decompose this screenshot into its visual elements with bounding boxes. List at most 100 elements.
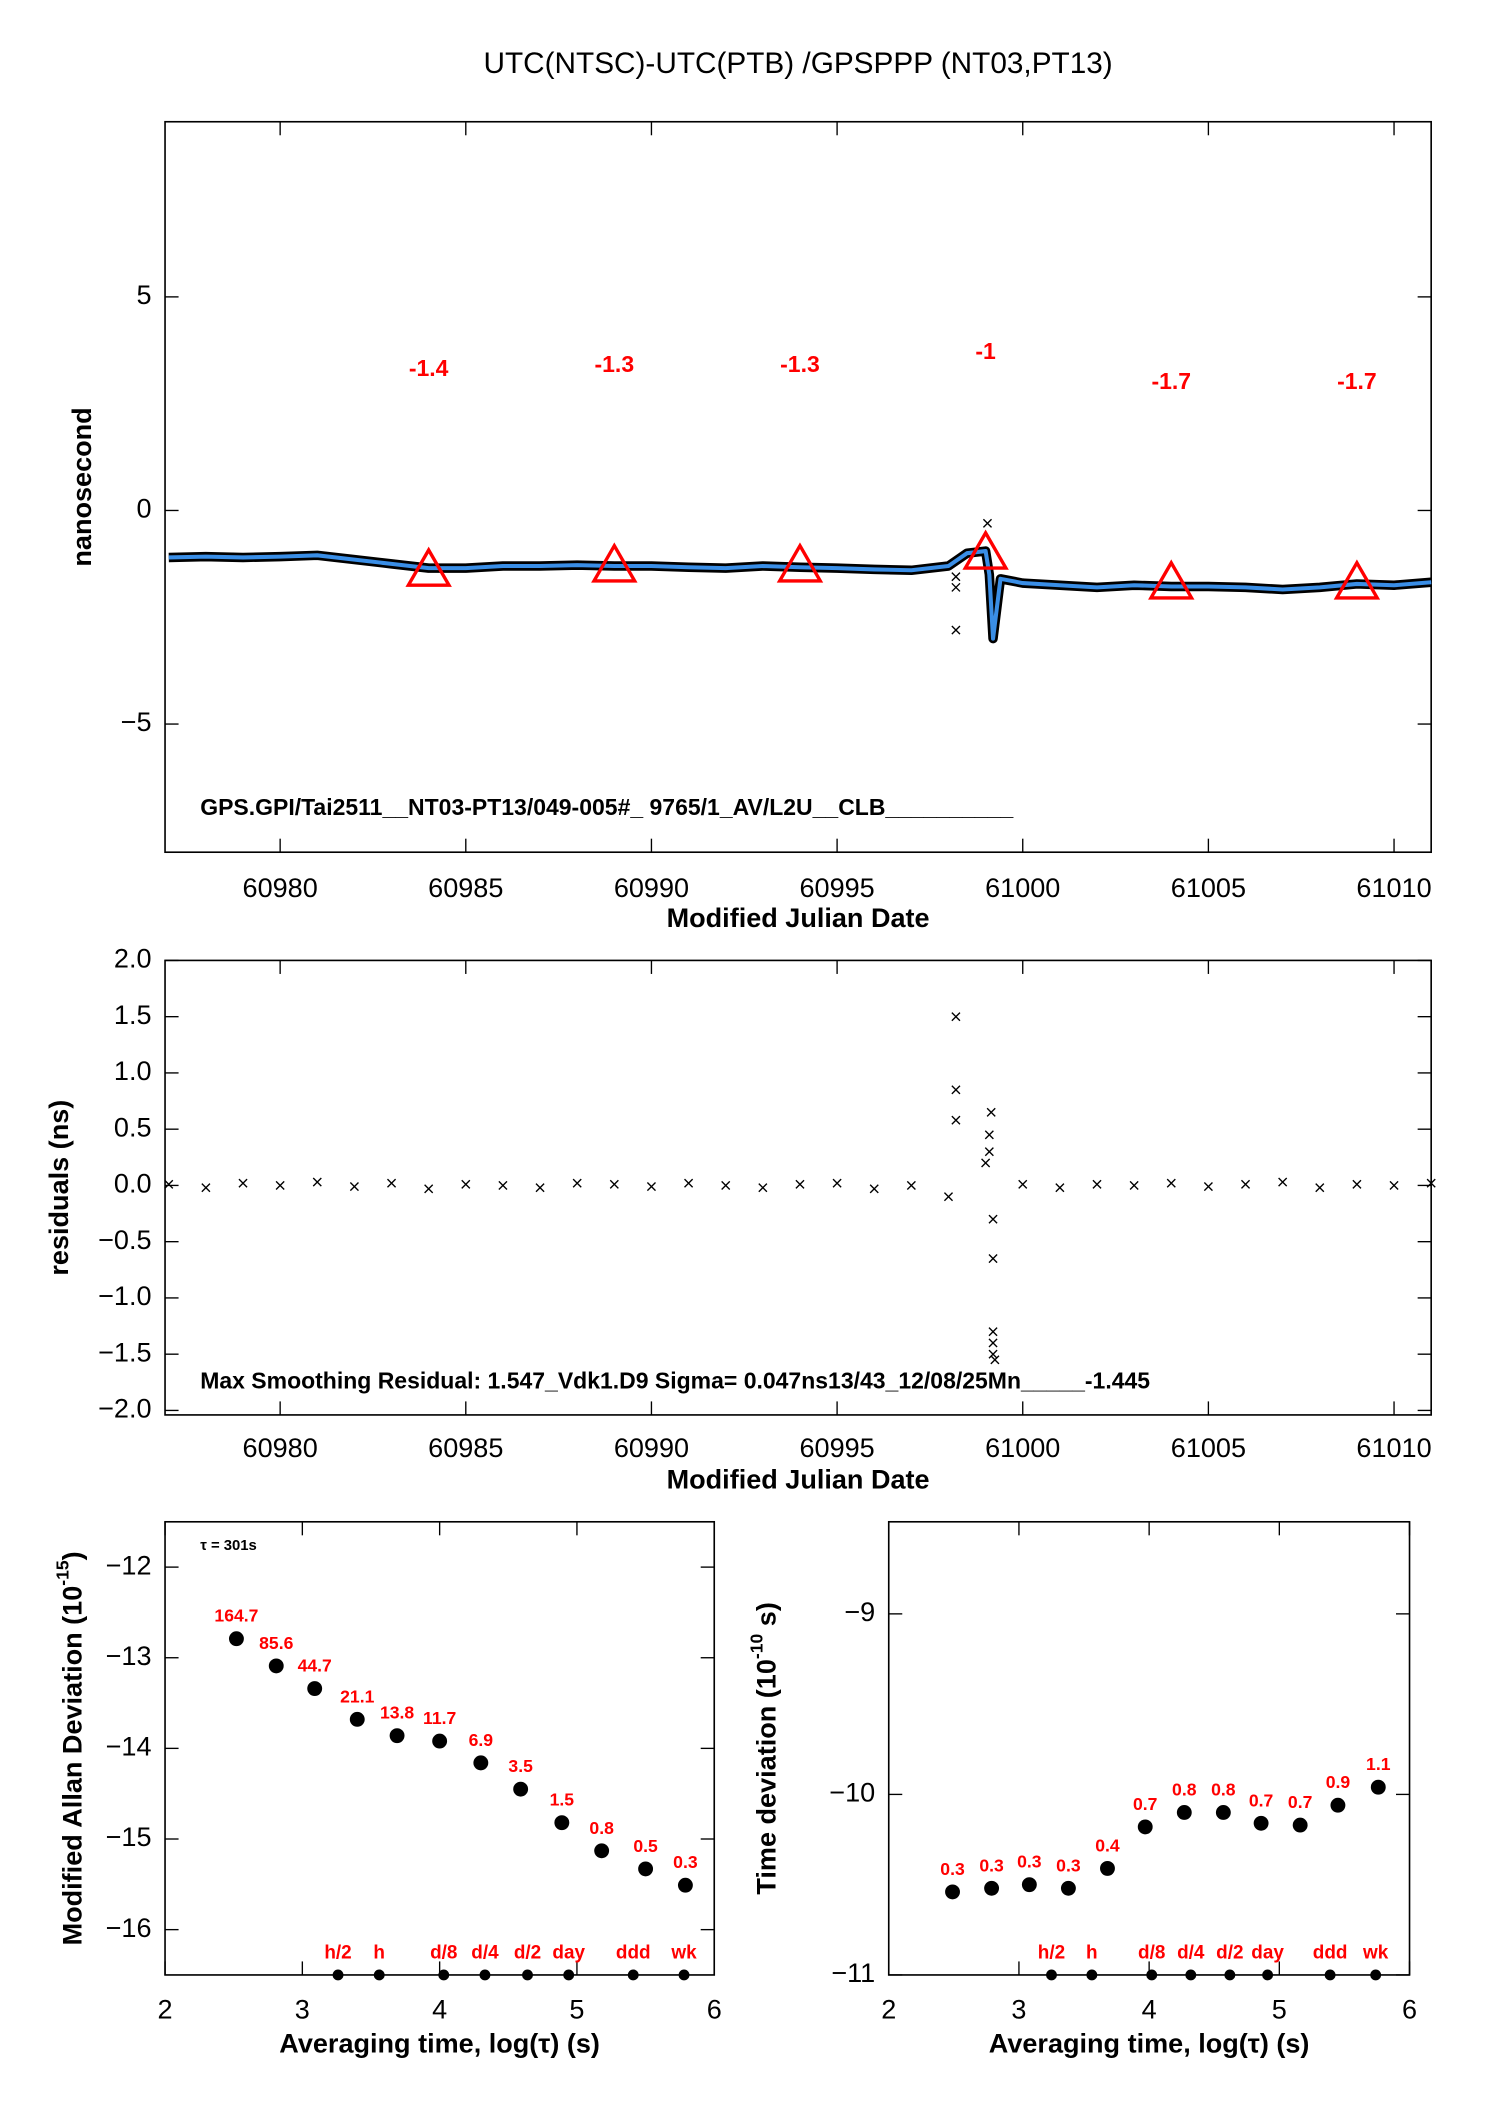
point	[349, 1182, 359, 1192]
point	[1292, 1817, 1308, 1833]
point	[389, 1728, 405, 1744]
x-tick-label: 60995	[799, 873, 874, 903]
y-axis-title-sup: -10	[746, 1633, 766, 1659]
y-axis-title-sup: -15	[52, 1560, 72, 1586]
x-tick-label: 60990	[614, 1433, 689, 1463]
tau-note: τ = 301s	[200, 1538, 257, 1554]
interval-label: h/2	[324, 1942, 351, 1963]
plot-frame	[887, 1520, 1411, 1976]
x-tick-label: 60990	[614, 873, 689, 903]
point	[988, 1349, 998, 1359]
interval-dot	[1224, 1969, 1236, 1981]
point-label: 3.5	[508, 1756, 533, 1776]
point-label: 0.3	[1017, 1852, 1042, 1872]
marker-label: -1.7	[1337, 368, 1377, 394]
x-tick-label: 61010	[1356, 873, 1431, 903]
point	[646, 1182, 656, 1192]
x-tick-label: 60980	[243, 873, 318, 903]
point-label: 164.7	[214, 1606, 258, 1626]
x-tick-label: 61005	[1171, 1433, 1246, 1463]
annotation: GPS.GPI/Tai2511__NT03-PT13/049-005#_ 976…	[200, 794, 1013, 820]
point-label: 0.8	[1172, 1779, 1197, 1799]
point	[201, 1183, 211, 1193]
point	[307, 1681, 323, 1696]
marker-label: -1.3	[780, 351, 820, 377]
y-tick-label: 0	[136, 494, 151, 524]
interval-label: wk	[1362, 1942, 1389, 1963]
y-tick-label: −1.5	[98, 1337, 151, 1367]
point	[684, 1178, 694, 1188]
y-tick-label: −14	[106, 1732, 152, 1762]
interval-label: d/8	[430, 1942, 457, 1963]
point	[275, 1180, 285, 1190]
point	[951, 582, 961, 592]
point	[498, 1180, 508, 1190]
point	[1315, 1183, 1325, 1193]
marker-label: -1.3	[595, 351, 635, 377]
point	[988, 1327, 998, 1337]
y-tick-label: −15	[106, 1822, 152, 1852]
interval-dot	[1185, 1969, 1197, 1981]
y-axis-title-end: )	[58, 1551, 88, 1560]
point	[1137, 1819, 1153, 1835]
y-tick-label: −1.0	[98, 1281, 151, 1311]
point	[268, 1658, 284, 1674]
interval-label: h/2	[1038, 1942, 1065, 1963]
plot-frame	[164, 120, 1432, 854]
y-tick-label: −12	[106, 1550, 152, 1580]
x-axis-title: Modified Julian Date	[667, 903, 930, 933]
y-tick-label: 1.5	[114, 1000, 152, 1030]
point	[594, 1843, 610, 1859]
point	[951, 1012, 961, 1022]
point-label: 11.7	[423, 1708, 456, 1728]
interval-label: d/2	[514, 1942, 541, 1963]
point	[554, 1815, 570, 1831]
x-tick-label: 60985	[428, 873, 503, 903]
y-axis-title-end: s)	[751, 1602, 781, 1634]
y-axis-title: nanosecond	[67, 407, 97, 566]
triangle-marker	[1148, 559, 1195, 600]
point	[795, 1179, 805, 1189]
point	[869, 1184, 879, 1194]
y-tick-label: −0.5	[98, 1225, 151, 1255]
y-axis-title: residuals (ns)	[44, 1100, 74, 1276]
x-tick-label: 6	[1402, 1995, 1417, 2025]
interval-dot	[1370, 1969, 1382, 1981]
interval-dot	[522, 1969, 533, 1981]
point	[951, 1085, 961, 1095]
point	[758, 1183, 768, 1193]
triangle-marker	[1333, 559, 1381, 600]
point	[349, 1711, 365, 1727]
point-label: 0.5	[633, 1836, 658, 1856]
point	[945, 1884, 960, 1900]
point	[312, 1177, 322, 1187]
point-label: 13.8	[380, 1703, 414, 1723]
point	[609, 1179, 619, 1189]
point	[1352, 1179, 1362, 1189]
point-label: 6.9	[469, 1730, 494, 1750]
point	[1215, 1805, 1231, 1820]
x-tick-label: 61000	[985, 873, 1060, 903]
x-tick-label: 2	[881, 1995, 896, 2025]
point	[386, 1178, 397, 1188]
interval-label: day	[552, 1942, 585, 1963]
y-tick-label: −16	[106, 1913, 152, 1943]
interval-label: d/8	[1138, 1942, 1165, 1963]
x-tick-label: 3	[1011, 1995, 1026, 2025]
x-tick-label: 5	[569, 1995, 584, 2025]
interval-dot	[1146, 1969, 1158, 1981]
x-tick-label: 4	[1142, 1995, 1157, 2025]
x-tick-label: 5	[1272, 1995, 1287, 2025]
point-label: 0.7	[1288, 1792, 1312, 1812]
point-label: 0.8	[1211, 1779, 1236, 1799]
point	[1166, 1178, 1176, 1188]
point	[238, 1178, 248, 1188]
interval-label: day	[1251, 1942, 1284, 1963]
interval-dot	[1324, 1969, 1336, 1981]
point	[513, 1781, 529, 1797]
interval-label: ddd	[1313, 1942, 1348, 1963]
y-axis-title-text: nanosecond	[67, 407, 97, 566]
point-label: 0.4	[1095, 1835, 1120, 1855]
